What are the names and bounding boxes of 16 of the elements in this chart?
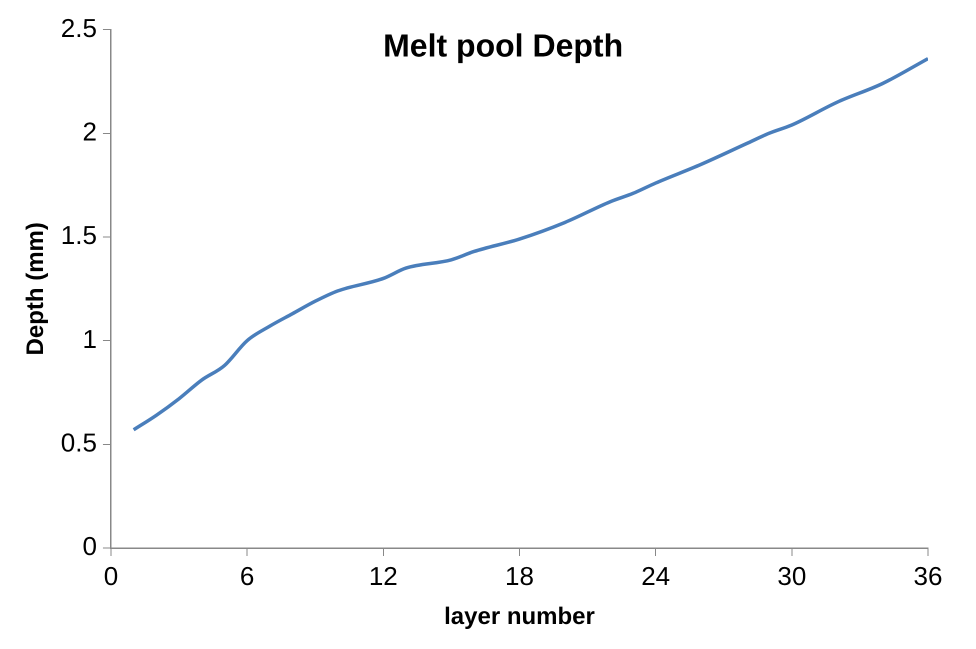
y-axis-title: Depth (mm) [22,222,50,356]
y-tick-label: 0 [82,531,97,562]
x-tick-label: 18 [505,560,534,591]
y-tick-label: 2 [82,116,97,146]
y-tick-label: 0.5 [60,427,97,458]
x-tick-label: 30 [777,560,806,591]
x-tick-label: 6 [240,560,254,591]
x-tick-label: 36 [914,560,942,591]
y-tick-label: 1 [82,324,97,354]
x-tick-label: 24 [641,560,670,591]
y-tick-label: 1.5 [60,220,97,250]
x-axis-title: layer number [444,603,595,630]
x-tick-label: 0 [104,560,118,591]
y-tick-label: 2.5 [60,12,97,43]
x-tick-label: 12 [368,560,398,591]
chart-title: Melt pool Depth [383,27,624,64]
